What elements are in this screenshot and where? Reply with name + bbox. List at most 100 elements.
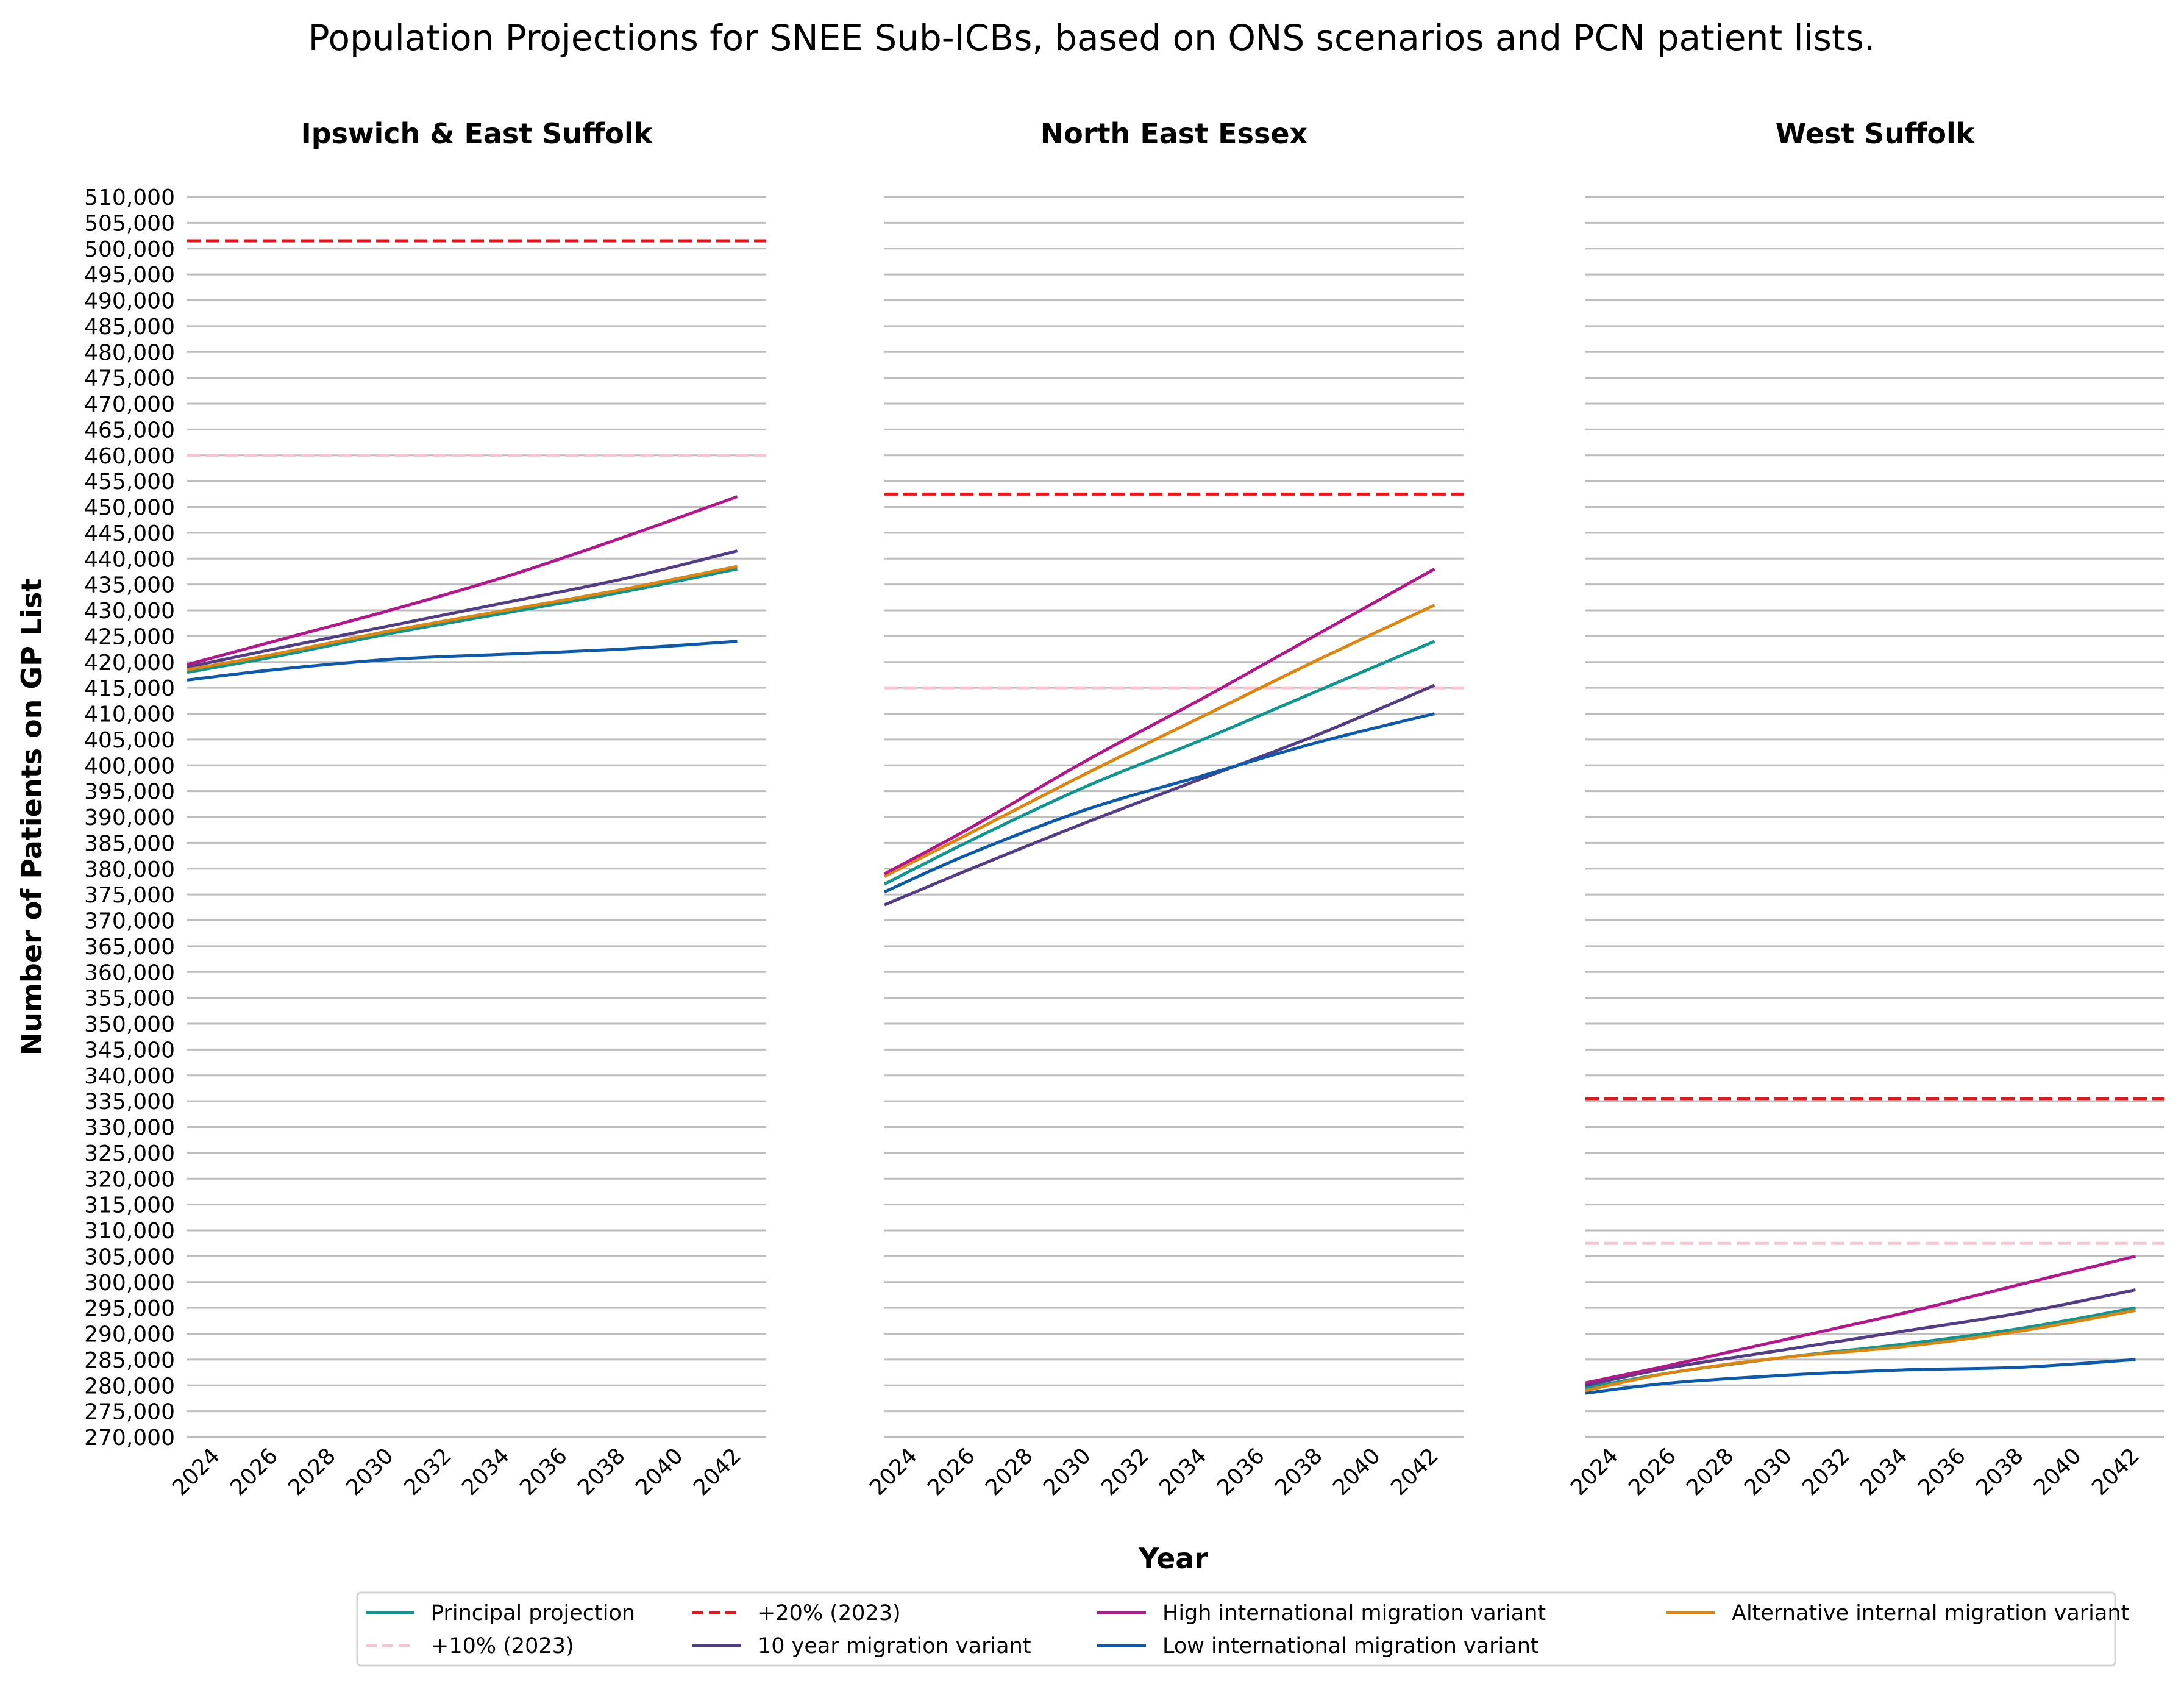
y-tick-label: 290,000	[84, 1322, 175, 1347]
y-tick-label: 465,000	[84, 418, 175, 443]
series-line-high_intl	[187, 495, 738, 666]
series-line-ten_year	[1585, 1288, 2136, 1387]
panel-title: Ipswich & East Suffolk	[301, 117, 653, 150]
y-tick-label: 275,000	[84, 1400, 175, 1425]
y-tick-label: 405,000	[84, 728, 175, 753]
legend-box	[356, 1591, 2116, 1667]
legend-item-ten_year: 10 year migration variant	[692, 1634, 1031, 1658]
legend-item-principal: Principal projection	[366, 1601, 635, 1625]
y-tick-label: 470,000	[84, 392, 175, 417]
x-tick-label: 2034	[1154, 1443, 1212, 1500]
y-tick-label: 365,000	[84, 935, 175, 960]
series-line-low_intl	[187, 640, 738, 682]
x-tick-label: 2030	[341, 1443, 399, 1500]
series-line-alt_internal	[187, 565, 738, 671]
x-tick-label: 2028	[283, 1443, 341, 1500]
x-tick-label: 2024	[168, 1443, 225, 1500]
legend: Principal projection +10% (2023) +20% (202…	[356, 1591, 2129, 1667]
x-tick-label: 2040	[631, 1443, 688, 1500]
legend-label: Alternative internal migration variant	[1732, 1601, 2129, 1625]
x-tick-label: 2042	[2087, 1443, 2144, 1500]
x-tick-label: 2024	[1566, 1443, 1623, 1500]
panel-2: West Suffolk 2024 2026 2028 2030 2032 2034 2036…	[1566, 117, 2164, 1500]
y-tick-label: 460,000	[84, 444, 175, 469]
y-tick-label: 395,000	[84, 780, 175, 805]
y-tick-label: 510,000	[84, 185, 175, 210]
y-tick-label: 350,000	[84, 1012, 175, 1037]
y-tick-label: 390,000	[84, 805, 175, 830]
panel-0: Ipswich & East Suffolk 270,000275,000280,…	[84, 117, 766, 1500]
chart-title: Population Projections for SNEE Sub-ICBs…	[308, 17, 1876, 59]
y-tick-label: 335,000	[84, 1090, 175, 1115]
x-tick-label: 2028	[1682, 1443, 1739, 1500]
x-tick-label: 2032	[1097, 1443, 1154, 1500]
legend-label: Principal projection	[431, 1601, 635, 1625]
y-tick-label: 435,000	[84, 573, 175, 598]
y-tick-label: 285,000	[84, 1348, 175, 1373]
y-tick-label: 450,000	[84, 496, 175, 521]
series-line-ten_year	[187, 549, 738, 669]
y-tick-label: 380,000	[84, 857, 175, 882]
y-tick-label: 345,000	[84, 1038, 175, 1063]
y-tick-label: 455,000	[84, 469, 175, 494]
x-tick-label: 2042	[1386, 1443, 1443, 1500]
y-tick-label: 340,000	[84, 1064, 175, 1089]
x-tick-label: 2038	[1971, 1443, 2029, 1500]
y-tick-label: 430,000	[84, 599, 175, 624]
series-line-ten_year	[884, 683, 1435, 907]
x-tick-label: 2026	[923, 1443, 980, 1500]
x-tick-label: 2030	[1740, 1443, 1797, 1500]
x-tick-label: 2034	[1855, 1443, 1913, 1500]
y-tick-label: 495,000	[84, 263, 175, 288]
series-line-high_intl	[1585, 1254, 2136, 1385]
y-tick-label: 410,000	[84, 702, 175, 727]
legend-label: High international migration variant	[1162, 1601, 1546, 1625]
panel-title: North East Essex	[1040, 117, 1307, 150]
y-tick-label: 415,000	[84, 676, 175, 701]
y-axis-label: Number of Patients on GP List	[15, 579, 48, 1056]
legend-label: Low international migration variant	[1162, 1634, 1539, 1658]
y-tick-label: 310,000	[84, 1219, 175, 1244]
x-tick-label: 2026	[1624, 1443, 1681, 1500]
y-tick-label: 280,000	[84, 1374, 175, 1399]
x-tick-label: 2040	[2029, 1443, 2086, 1500]
y-tick-label: 330,000	[84, 1116, 175, 1141]
x-tick-label: 2040	[1328, 1443, 1385, 1500]
y-tick-label: 295,000	[84, 1296, 175, 1321]
legend-label: +10% (2023)	[431, 1634, 574, 1658]
y-tick-label: 320,000	[84, 1167, 175, 1192]
x-tick-label: 2024	[865, 1443, 922, 1500]
legend-item-low_intl: Low international migration variant	[1097, 1634, 1539, 1658]
series-line-principal	[187, 567, 738, 674]
y-tick-label: 440,000	[84, 547, 175, 572]
y-tick-label: 315,000	[84, 1193, 175, 1218]
x-tick-label: 2032	[1798, 1443, 1855, 1500]
x-tick-label: 2036	[1212, 1443, 1270, 1500]
series-line-alt_internal	[883, 604, 1435, 878]
y-tick-label: 300,000	[84, 1271, 175, 1296]
y-tick-label: 490,000	[84, 289, 175, 314]
y-tick-label: 360,000	[84, 960, 175, 985]
legend-item-alt_internal: Alternative internal migration variant	[1666, 1601, 2129, 1625]
legend-label: 10 year migration variant	[758, 1634, 1031, 1658]
x-tick-label: 2030	[1039, 1443, 1096, 1500]
y-tick-label: 480,000	[84, 340, 175, 365]
legend-label: +20% (2023)	[758, 1601, 901, 1625]
x-tick-label: 2036	[1913, 1443, 1971, 1500]
x-tick-label: 2028	[981, 1443, 1038, 1500]
y-tick-label: 325,000	[84, 1141, 175, 1166]
y-tick-label: 355,000	[84, 986, 175, 1011]
series-line-principal	[883, 640, 1435, 886]
y-tick-label: 485,000	[84, 315, 175, 340]
y-tick-label: 385,000	[84, 831, 175, 856]
series-line-low_intl	[1585, 1358, 2136, 1395]
x-tick-label: 2036	[515, 1443, 572, 1500]
x-tick-label: 2026	[226, 1443, 283, 1500]
x-tick-label: 2032	[399, 1443, 457, 1500]
y-tick-label: 420,000	[84, 651, 175, 676]
y-tick-label: 505,000	[84, 211, 175, 236]
series-line-high_intl	[883, 568, 1435, 876]
legend-item-plus20: +20% (2023)	[692, 1601, 901, 1625]
series-line-low_intl	[883, 712, 1435, 894]
